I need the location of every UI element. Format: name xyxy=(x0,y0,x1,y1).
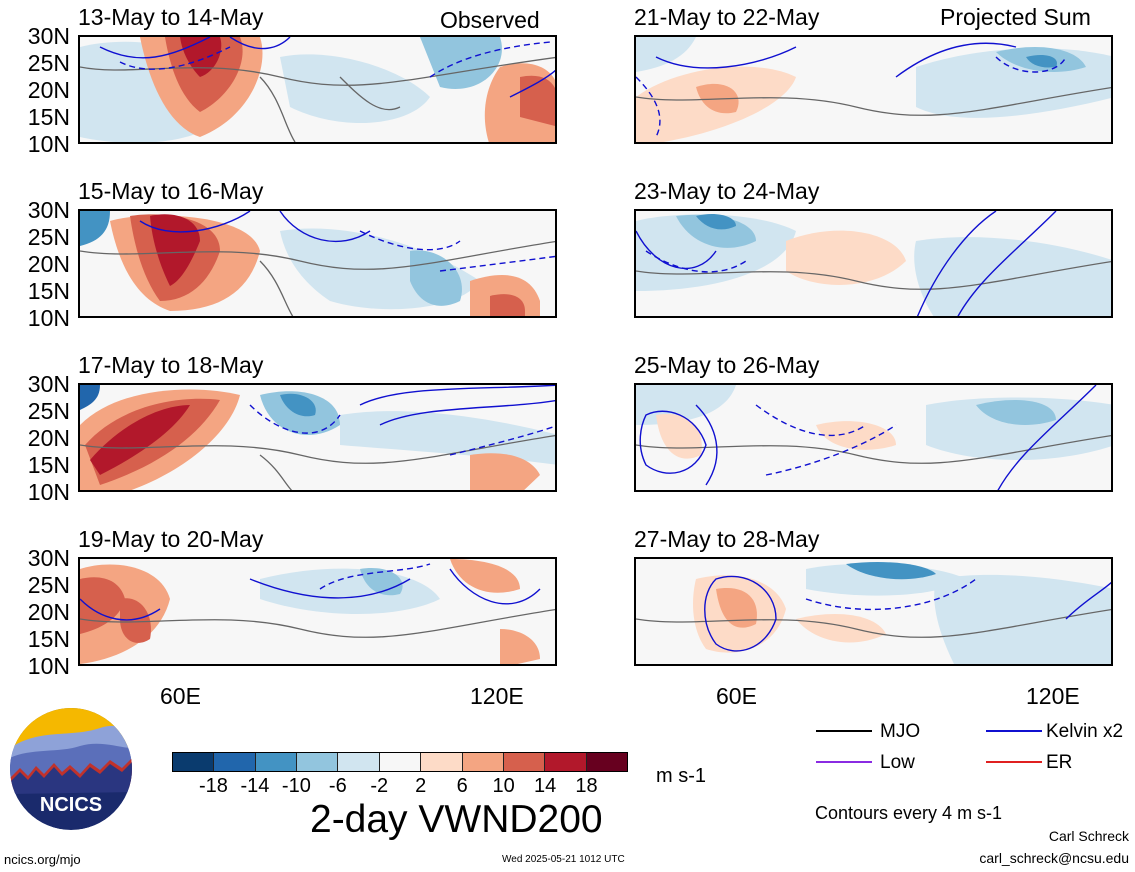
colorbar-tick-label: -14 xyxy=(240,775,270,797)
map-panel-4 xyxy=(78,557,557,666)
colorbar-cell xyxy=(379,753,422,771)
panel-title-3: 17-May to 18-May xyxy=(78,352,264,378)
lat-tick: 20N xyxy=(27,251,70,277)
lat-tick: 25N xyxy=(27,572,70,598)
legend-line-kelvin xyxy=(986,730,1042,732)
lon-tick-right-60e: 60E xyxy=(716,683,757,709)
legend-line-low xyxy=(816,761,872,763)
footer-timestamp: Wed 2025-05-21 1012 UTC xyxy=(502,854,625,865)
logo-text: NCICS xyxy=(40,794,102,816)
map-panel-2 xyxy=(78,209,557,318)
legend-label-mjo: MJO xyxy=(880,721,921,742)
lat-tick: 25N xyxy=(27,224,70,250)
colorbar-tick-label: -10 xyxy=(281,775,311,797)
colorbar-cell xyxy=(214,753,256,771)
colorbar-cell xyxy=(255,753,298,771)
lat-tick: 15N xyxy=(27,278,70,304)
colorbar-tick-label: -6 xyxy=(328,775,347,797)
panel-title-1: 13-May to 14-May xyxy=(78,4,264,30)
colorbar xyxy=(172,752,628,772)
colorbar-cell xyxy=(462,753,504,771)
panel-title-7: 25-May to 26-May xyxy=(634,352,820,378)
colorbar-cell xyxy=(545,753,587,771)
ncics-logo: NCICS xyxy=(10,708,132,830)
credit-name: Carl Schreck xyxy=(1048,828,1129,844)
lat-tick: 15N xyxy=(27,452,70,478)
lat-tick: 20N xyxy=(27,425,70,451)
lat-tick: 25N xyxy=(27,398,70,424)
colorbar-units: m s-1 xyxy=(656,765,706,787)
map-panel-5 xyxy=(634,35,1113,144)
lon-tick-left-60e: 60E xyxy=(160,683,201,709)
colorbar-tick-label: -2 xyxy=(370,775,389,797)
map-panel-7 xyxy=(634,383,1113,492)
colorbar-tick-label: -18 xyxy=(199,775,228,797)
panel-title-8: 27-May to 28-May xyxy=(634,526,820,552)
contour-note: Contours every 4 m s-1 xyxy=(815,803,1003,823)
colorbar-tick-label: 14 xyxy=(533,775,557,797)
lat-tick: 30N xyxy=(27,197,70,223)
colorbar-cell xyxy=(586,753,627,771)
map-panel-6 xyxy=(634,209,1113,318)
colorbar-tick-label: 10 xyxy=(492,775,515,797)
colorbar-cell xyxy=(338,753,380,771)
credit-email: carl_schreck@ncsu.edu xyxy=(979,850,1129,866)
legend-line-mjo xyxy=(816,730,872,732)
lat-tick: 10N xyxy=(27,479,70,505)
lat-tick: 10N xyxy=(27,131,70,157)
colorbar-cell xyxy=(297,753,339,771)
legend-label-low: Low xyxy=(880,752,915,773)
map-panel-8 xyxy=(634,557,1113,666)
panel-title-5: 21-May to 22-May xyxy=(634,4,820,30)
colorbar-cell xyxy=(503,753,546,771)
colorbar-cell xyxy=(421,753,463,771)
map-panel-1 xyxy=(78,35,557,144)
legend-label-er: ER xyxy=(1046,752,1073,773)
lat-tick: 30N xyxy=(27,371,70,397)
lat-tick: 15N xyxy=(27,626,70,652)
figure-title: 2-day VWND200 xyxy=(310,798,603,841)
lat-tick: 30N xyxy=(27,545,70,571)
lat-tick: 20N xyxy=(27,599,70,625)
lat-tick: 10N xyxy=(27,653,70,679)
lat-tick: 10N xyxy=(27,305,70,331)
lat-tick: 15N xyxy=(27,104,70,130)
colorbar-tick-label: 2 xyxy=(415,775,427,797)
colorbar-tick-label: 6 xyxy=(456,775,468,797)
colorbar-tick-label: 18 xyxy=(575,775,598,797)
lat-tick: 25N xyxy=(27,50,70,76)
lon-tick-right-120e: 120E xyxy=(1026,683,1080,709)
footer-url: ncics.org/mjo xyxy=(4,852,81,867)
lat-tick: 30N xyxy=(27,23,70,49)
colorbar-cell xyxy=(173,753,215,771)
observed-label: Observed xyxy=(440,7,540,33)
panel-title-4: 19-May to 20-May xyxy=(78,526,264,552)
map-panel-3 xyxy=(78,383,557,492)
projected-sum-label: Projected Sum xyxy=(940,4,1091,30)
legend-line-er xyxy=(986,761,1042,763)
panel-title-6: 23-May to 24-May xyxy=(634,178,820,204)
lat-tick: 20N xyxy=(27,77,70,103)
lon-tick-left-120e: 120E xyxy=(470,683,524,709)
legend-label-kelvin: Kelvin x2 xyxy=(1046,721,1124,742)
panel-title-2: 15-May to 16-May xyxy=(78,178,264,204)
